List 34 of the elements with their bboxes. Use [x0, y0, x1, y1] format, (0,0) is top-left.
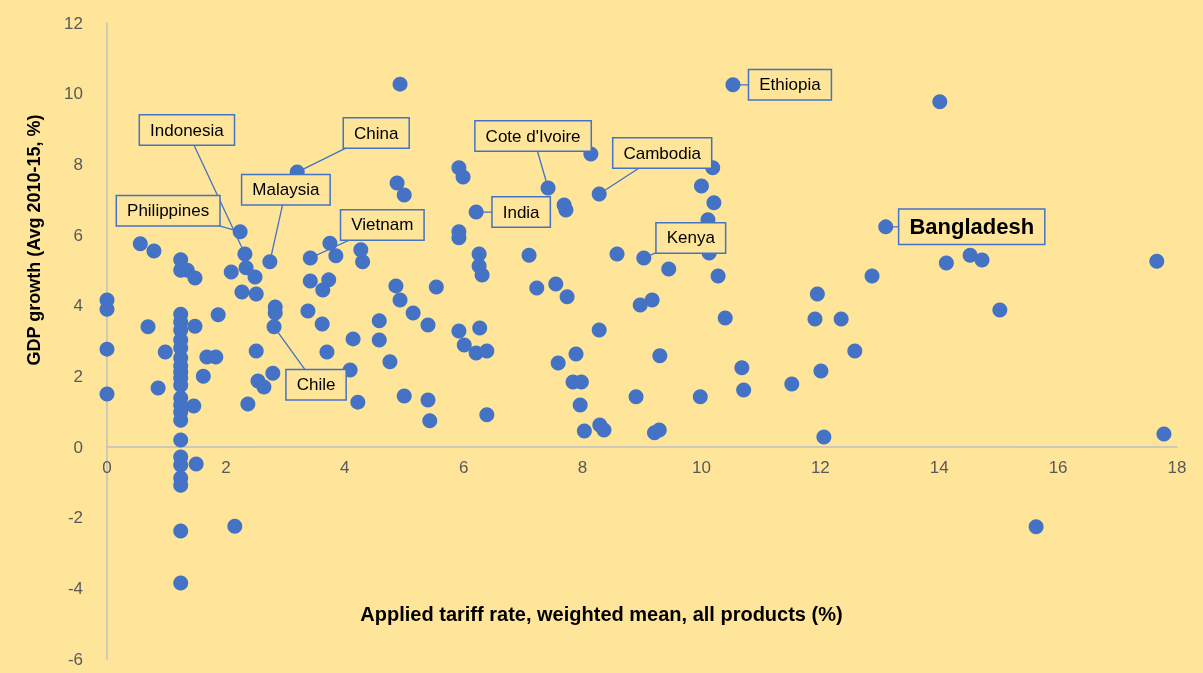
annotation: Cote d'Ivoire: [485, 126, 581, 146]
x-tick-label: 6: [458, 458, 469, 477]
y-tick-label: 6: [73, 225, 83, 245]
annotation: Bangladesh: [909, 214, 1035, 240]
x-axis-title: Applied tariff rate, weighted mean, all products (%): [360, 603, 843, 625]
y-tick-label: 4: [73, 296, 83, 316]
annotation: China: [354, 123, 399, 143]
x-tick-label: 14: [929, 458, 949, 477]
annotation: Kenya: [666, 228, 716, 248]
x-tick-label: 10: [691, 458, 711, 477]
annotation: Chile: [296, 375, 336, 395]
x-tick-label: 8: [577, 458, 588, 477]
x-tick-label: 12: [810, 458, 830, 477]
x-tick-label: 18: [1167, 458, 1187, 477]
annotation: Malaysia: [252, 180, 320, 200]
y-tick-label: -2: [67, 508, 83, 528]
x-tick-label: 0: [102, 458, 112, 477]
y-tick-label: 2: [73, 366, 83, 386]
y-axis-title: GDP growth (Avg 2010-15, %): [24, 114, 44, 366]
annotation: Cambodia: [623, 143, 702, 163]
annotation: Philippines: [127, 201, 210, 221]
y-tick-label: 12: [64, 13, 83, 33]
annotation: Indonesia: [150, 120, 225, 140]
x-tick-label: 2: [221, 458, 231, 477]
annotation: India: [502, 202, 541, 222]
y-tick-label: -6: [67, 649, 83, 669]
y-tick-label: 8: [73, 154, 83, 174]
y-tick-label: 0: [73, 437, 83, 457]
y-tick-label: 10: [64, 84, 83, 104]
annotation: Vietnam: [351, 215, 414, 235]
annotation: Ethiopia: [759, 75, 822, 95]
x-tick-label: 16: [1048, 458, 1068, 477]
y-tick-label: -4: [67, 578, 83, 598]
x-tick-label: 4: [340, 458, 350, 477]
